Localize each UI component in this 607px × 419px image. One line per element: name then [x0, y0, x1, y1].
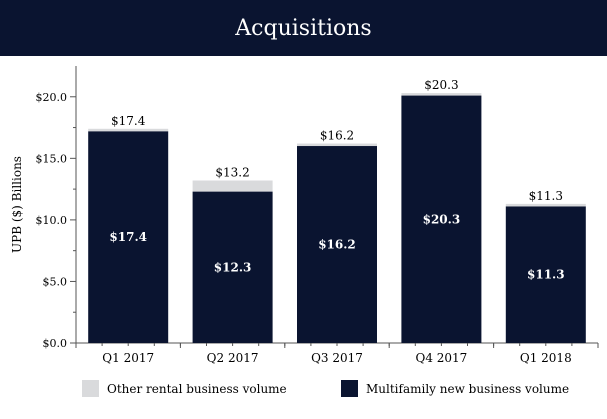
x-tick-label: Q2 2017: [207, 351, 259, 365]
bar-other-rental: [505, 203, 586, 207]
data-label-total: $16.2: [320, 129, 354, 143]
legend-label-other-rental: Other rental business volume: [107, 382, 287, 396]
x-tick-label: Q1 2017: [102, 351, 154, 365]
data-label-multifamily: $17.4: [109, 230, 147, 244]
x-tick-label: Q3 2017: [311, 351, 363, 365]
data-label-multifamily: $20.3: [423, 212, 461, 226]
data-label-multifamily: $16.2: [318, 238, 356, 252]
bar-multifamily: [88, 131, 169, 343]
x-tick-label: Q1 2018: [520, 351, 572, 365]
data-label-total: $17.4: [111, 114, 146, 128]
bar-other-rental: [192, 180, 273, 192]
y-tick-label: $5.0: [43, 275, 68, 288]
bar-multifamily: [505, 206, 586, 343]
chart-title: Acquisitions: [235, 15, 372, 41]
bar-other-rental: [297, 143, 377, 147]
y-axis-title: UPB ($) Billions: [10, 156, 24, 253]
bar-multifamily: [401, 95, 482, 343]
bar-multifamily: [192, 191, 273, 343]
bar-chart: $0.0 $5.0 $10.0 $15.0 $20.0 UPB ($) Billions Q…: [10, 66, 599, 397]
data-label-multifamily: $12.3: [214, 260, 252, 274]
x-tick-label: Q4 2017: [415, 351, 467, 365]
y-tick-label: $10.0: [36, 214, 68, 227]
bar-multifamily: [297, 146, 377, 343]
data-label-total: $11.3: [529, 189, 563, 203]
bar-other-rental: [401, 93, 482, 96]
data-label-total: $20.3: [424, 78, 458, 92]
y-tick-label: $15.0: [36, 152, 68, 165]
data-label-total: $13.2: [215, 165, 249, 179]
legend-swatch-multifamily: [341, 380, 358, 397]
legend-label-multifamily: Multifamily new business volume: [366, 382, 569, 396]
legend-swatch-other-rental: [82, 380, 99, 397]
y-tick-label: $20.0: [36, 91, 68, 104]
y-tick-label: $0.0: [43, 337, 68, 350]
data-label-multifamily: $11.3: [527, 268, 565, 282]
bar-other-rental: [88, 128, 169, 132]
chart-header: Acquisitions: [0, 0, 607, 56]
